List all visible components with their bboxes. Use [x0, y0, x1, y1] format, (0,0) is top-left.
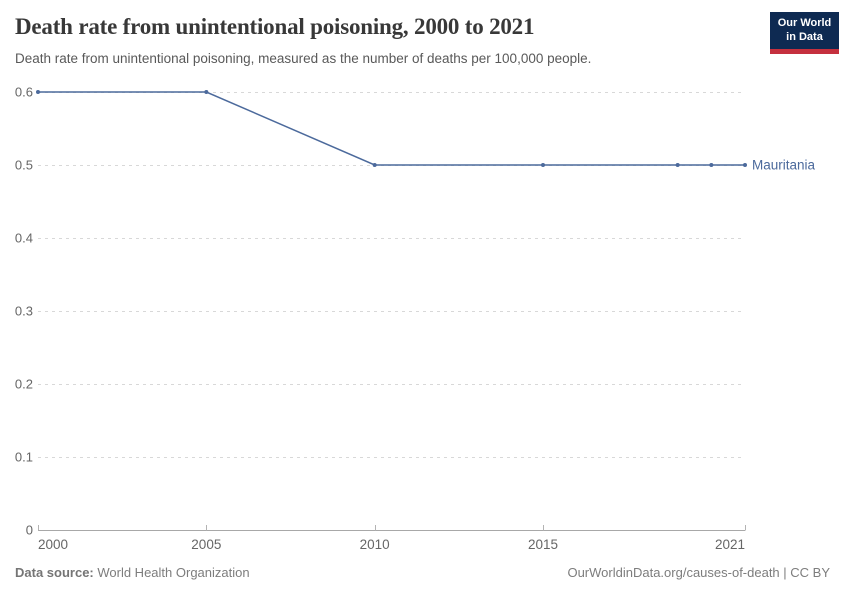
chart-subtitle: Death rate from unintentional poisoning,…: [15, 51, 592, 66]
data-point[interactable]: [372, 163, 377, 167]
series-line[interactable]: [38, 91, 745, 166]
data-source-value: World Health Organization: [93, 565, 250, 580]
owid-logo-line1: Our World: [777, 17, 832, 30]
x-axis-tick-label: 2010: [360, 537, 390, 552]
owid-logo[interactable]: Our World in Data: [770, 12, 839, 54]
y-axis-tick-label: 0.4: [15, 231, 33, 246]
x-axis-tick-label: 2015: [528, 537, 558, 552]
x-axis-tick-label: 2021: [715, 537, 745, 552]
data-point[interactable]: [36, 90, 40, 94]
data-point[interactable]: [743, 163, 747, 167]
owid-logo-line2: in Data: [786, 30, 823, 43]
y-axis-tick-label: 0.2: [15, 377, 33, 392]
y-axis-tick-label: 0.5: [15, 158, 33, 173]
x-axis-tick-label: 2005: [191, 537, 221, 552]
chart-footer: Data source: World Health Organization O…: [15, 565, 830, 580]
data-point[interactable]: [709, 163, 714, 167]
y-axis-tick-label: 0.6: [15, 85, 33, 100]
y-axis-tick-label: 0.1: [15, 450, 33, 465]
data-source-label: Data source:: [15, 565, 94, 580]
data-point[interactable]: [541, 163, 545, 167]
data-source: Data source: World Health Organization: [15, 565, 250, 580]
x-axis-tick-label: 2000: [38, 537, 68, 552]
y-axis-tick-label: 0.3: [15, 304, 33, 319]
chart-title: Death rate from unintentional poisoning,…: [15, 14, 535, 39]
data-point[interactable]: [675, 163, 680, 167]
y-axis-tick-label: 0: [26, 523, 33, 538]
data-point[interactable]: [204, 90, 209, 94]
series-label[interactable]: Mauritania: [752, 158, 816, 173]
credit-line[interactable]: OurWorldinData.org/causes-of-death | CC …: [567, 565, 830, 580]
